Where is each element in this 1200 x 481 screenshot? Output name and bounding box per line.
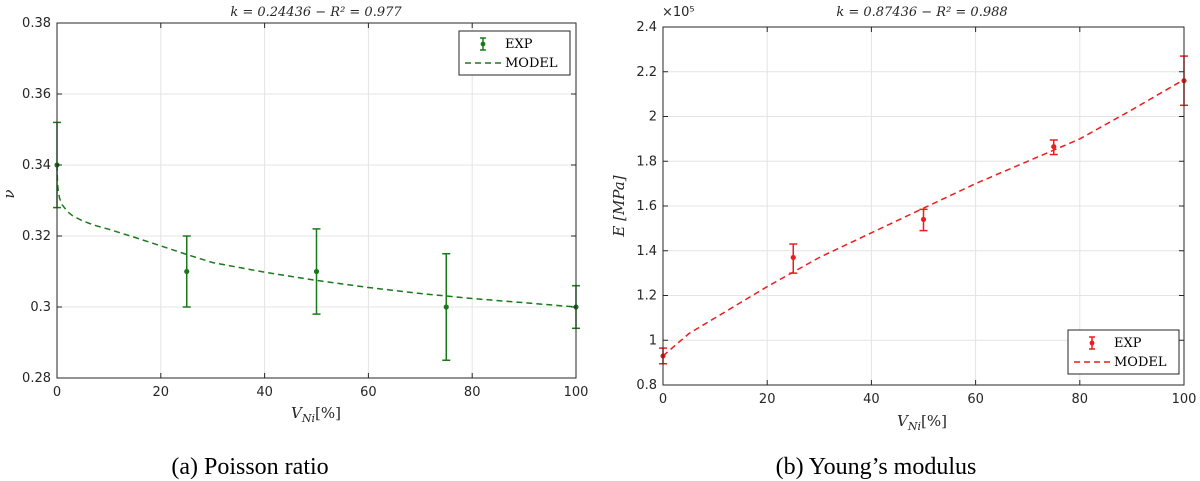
- x-tick-label: 20: [153, 385, 170, 400]
- x-tick-label: 80: [464, 385, 481, 400]
- exp-point: [789, 243, 798, 274]
- exp-point: [1049, 139, 1058, 156]
- tick-layer-b: 0 20 40 60 80 100 0.8 1 1.2 1.4 1.6 1.8 2 2.2 2.4: [636, 20, 1196, 407]
- exp-marker: [184, 268, 190, 275]
- y-tick-label: 2.2: [636, 65, 657, 80]
- legend-box: [1067, 329, 1180, 375]
- x-tick-label: 100: [564, 385, 589, 400]
- x-tick-label: 20: [759, 392, 776, 407]
- exp-marker: [920, 216, 927, 223]
- poisson-ratio-chart: k = 0.24436 − R² = 0.977 0 20 40 60 80 100 0.2…: [0, 5, 588, 480]
- exp-point: [442, 253, 451, 361]
- series-layer-a: [53, 121, 580, 361]
- series-layer-b: [659, 55, 1188, 365]
- y-tick-label: 0.34: [22, 158, 51, 173]
- model-line: [56, 164, 577, 308]
- plot-frame-a: [56, 22, 577, 379]
- legend-label-model: MODEL: [505, 56, 558, 71]
- y-tick-label: 1.6: [636, 199, 657, 214]
- y-tick-label: 0.28: [22, 371, 51, 386]
- x-tick-label: 60: [967, 392, 984, 407]
- x-axis-label-b: VNi[%]: [897, 412, 947, 433]
- y-multiplier-b: ×10⁵: [662, 5, 695, 20]
- x-tick-label: 40: [256, 385, 273, 400]
- y-tick-label: 1: [649, 333, 657, 348]
- legend-a: EXP MODEL: [458, 30, 571, 76]
- youngs-modulus-chart: k = 0.87436 − R² = 0.988 ×10⁵ 0 20 40 60 80 1…: [610, 5, 1196, 480]
- legend-exp-marker: [480, 41, 486, 47]
- exp-point: [919, 208, 928, 232]
- chart-title-a: k = 0.24436 − R² = 0.977: [230, 5, 402, 20]
- y-tick-label: 0.36: [22, 87, 51, 102]
- y-tick-label: 0.3: [30, 300, 51, 315]
- exp-marker: [443, 304, 449, 310]
- x-tick-label: 100: [1172, 392, 1197, 407]
- model-line: [662, 78, 1185, 357]
- y-tick-label: 1.4: [636, 244, 657, 259]
- y-tick-label: 0.32: [22, 229, 51, 244]
- exp-point: [182, 235, 191, 308]
- y-tick-label: 1.2: [636, 289, 657, 304]
- y-axis-label-a: ν: [0, 189, 18, 198]
- y-tick-label: 1.8: [636, 154, 657, 169]
- x-tick-label: 40: [863, 392, 880, 407]
- exp-marker: [790, 254, 796, 261]
- grid-a: [56, 22, 577, 379]
- y-tick-label: 0.38: [22, 16, 51, 31]
- exp-point: [312, 228, 321, 315]
- legend-label-model: MODEL: [1114, 355, 1167, 370]
- x-tick-label: 60: [360, 385, 377, 400]
- legend-b: EXP MODEL: [1067, 329, 1180, 375]
- caption-a: (a) Poisson ratio: [171, 454, 328, 480]
- y-axis-label-b: E [MPa]: [610, 175, 628, 237]
- legend-label-exp: EXP: [1114, 336, 1142, 351]
- y-tick-label: 2: [649, 110, 657, 125]
- exp-marker: [1051, 144, 1057, 150]
- y-tick-label: 2.4: [636, 20, 657, 35]
- exp-marker: [313, 268, 320, 275]
- y-tick-label: 0.8: [636, 378, 657, 393]
- tick-layer-a: 0 20 40 60 80 100 0.28 0.3 0.32 0.34 0.36 0.38: [22, 16, 588, 400]
- legend-label-exp: EXP: [505, 37, 533, 52]
- x-tick-label: 0: [659, 392, 667, 407]
- chart-title-b: k = 0.87436 − R² = 0.988: [836, 5, 1007, 20]
- legend-box: [458, 30, 571, 76]
- caption-b: (b) Young’s modulus: [776, 454, 977, 480]
- x-axis-label-a: VNi[%]: [291, 404, 341, 425]
- x-tick-label: 0: [53, 385, 61, 400]
- x-tick-label: 80: [1072, 392, 1089, 407]
- legend-exp-marker: [1089, 340, 1095, 346]
